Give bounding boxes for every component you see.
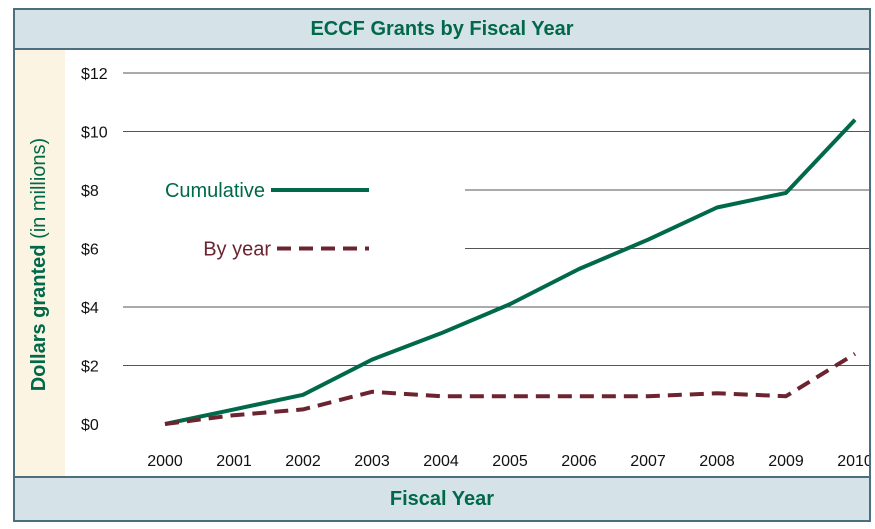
x-tick-label: 2002 (285, 453, 321, 470)
chart-title: ECCF Grants by Fiscal Year (310, 17, 574, 40)
y-tick-label: $8 (81, 183, 99, 200)
y-axis-label-units: (in millions) (28, 137, 51, 239)
y-tick-label: $0 (81, 417, 99, 434)
y-tick-label: $4 (81, 300, 99, 317)
y-tick-label: $12 (81, 66, 108, 83)
chart-title-bar: ECCF Grants by Fiscal Year (15, 10, 869, 50)
x-axis-title: Fiscal Year (389, 487, 495, 510)
y-tick-label: $6 (81, 242, 99, 259)
y-tick-label: $10 (81, 125, 108, 142)
x-tick-label: 2006 (561, 453, 597, 470)
x-tick-label: 2003 (354, 453, 390, 470)
x-tick-label: 2000 (147, 453, 183, 470)
x-tick-label: 2007 (630, 453, 666, 470)
series-line-cumulative (164, 118, 857, 426)
y-axis-label-area: Dollars granted (in millions) (15, 50, 65, 478)
y-axis-label-bold: Dollars granted (28, 243, 51, 391)
x-axis-title-bar: Fiscal Year (15, 476, 869, 520)
plot-area: $0 $2 $4 $6 $8 $10 $12 2000 2001 2002 2003 2004 2005… (65, 50, 871, 478)
x-tick-label: 2005 (492, 453, 528, 470)
series-line-by-year (164, 352, 857, 426)
line-chart: $0 $2 $4 $6 $8 $10 $12 2000 2001 2002 2003 2004 2005… (81, 66, 871, 470)
legend-label: By year (203, 239, 271, 261)
x-tick-label: 2004 (423, 453, 459, 470)
legend-label: Cumulative (165, 180, 265, 202)
x-tick-label: 2008 (699, 453, 735, 470)
x-tick-label: 2001 (216, 453, 252, 470)
y-axis-label: Dollars granted (in millions) (29, 137, 52, 390)
x-tick-label: 2010 (837, 453, 871, 470)
chart-frame: ECCF Grants by Fiscal Year Dollars grant… (13, 8, 871, 522)
y-tick-label: $2 (81, 359, 99, 376)
x-tick-label: 2009 (768, 453, 804, 470)
